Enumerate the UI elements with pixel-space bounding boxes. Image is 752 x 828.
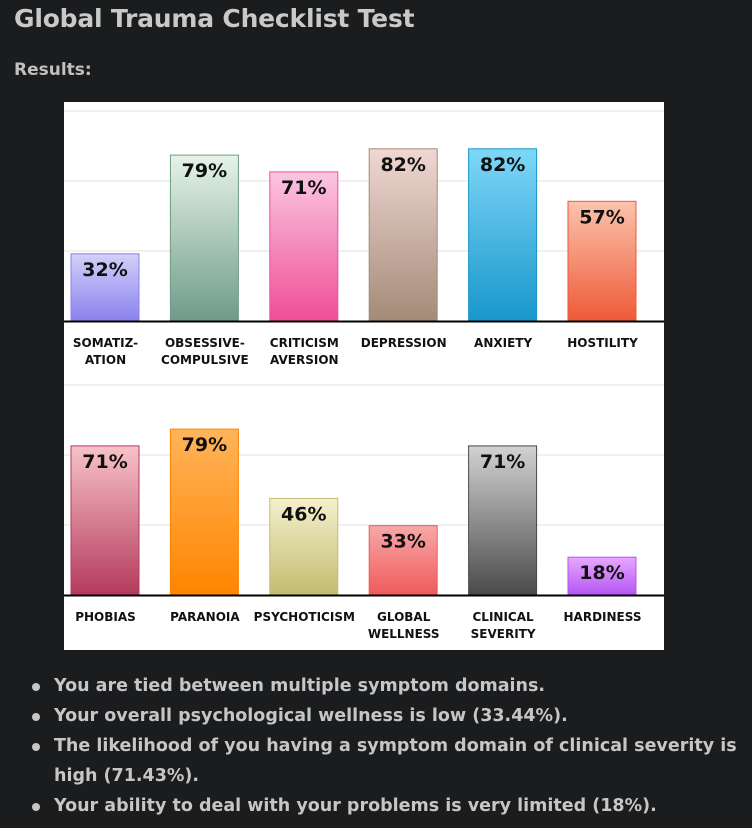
bar-value-label: 33% (380, 531, 425, 553)
bar-value-label: 71% (281, 177, 326, 199)
category-label: AVERSION (270, 353, 339, 367)
bar (169, 154, 239, 322)
results-bar-charts: 32% SOMATIZ- ATION 79% OBSESSIVE- COMPULSIVE 7… (64, 110, 664, 641)
category-label: SEVERITY (471, 627, 536, 641)
bar-value-label: 71% (480, 451, 525, 473)
results-summary-list: You are tied between multiple symptom do… (30, 672, 742, 822)
bar-value-label: 46% (281, 503, 326, 525)
category-label: COMPULSIVE (161, 353, 249, 367)
results-chart-panel: 32% SOMATIZ- ATION 79% OBSESSIVE- COMPULSIVE 7… (64, 102, 664, 650)
category-label: ATION (85, 353, 126, 367)
summary-item: The likelihood of you having a symptom d… (30, 732, 742, 791)
summary-item: Your ability to deal with your problems … (30, 792, 742, 822)
bar (368, 525, 438, 596)
bar-value-label: 79% (182, 434, 227, 456)
bar (368, 148, 438, 322)
category-label: WELLNESS (368, 627, 440, 641)
category-label: GLOBAL (377, 610, 431, 624)
category-label: PHOBIAS (75, 610, 136, 624)
bar (468, 445, 538, 596)
bar-value-label: 71% (82, 451, 127, 473)
bar (269, 171, 339, 322)
category-label: SOMATIZ- (73, 336, 138, 350)
bar-value-label: 18% (579, 562, 624, 584)
bar-value-label: 82% (380, 154, 425, 176)
bar-value-label: 82% (480, 154, 525, 176)
summary-item: You are tied between multiple symptom do… (30, 672, 742, 702)
bar (70, 445, 140, 596)
results-label: Results: (14, 60, 92, 80)
category-label: CRITICISM (270, 336, 339, 350)
bar (567, 556, 637, 596)
category-label: DEPRESSION (361, 336, 447, 350)
bar-value-label: 57% (579, 206, 624, 228)
bar (70, 253, 140, 322)
category-label: ANXIETY (474, 336, 532, 350)
summary-item: Your overall psychological wellness is l… (30, 702, 742, 732)
category-label: OBSESSIVE- (165, 336, 245, 350)
chart-2: 71% PHOBIAS 79% PARANOIA 46% PSYCHOTICISM 33% G… (64, 384, 664, 641)
chart-1: 32% SOMATIZ- ATION 79% OBSESSIVE- COMPULSIVE 7… (64, 110, 664, 367)
category-label: HOSTILITY (567, 336, 638, 350)
category-label: PARANOIA (170, 610, 240, 624)
category-label: PSYCHOTICISM (254, 610, 355, 624)
bar-value-label: 32% (82, 259, 127, 281)
bar-value-label: 79% (182, 160, 227, 182)
bar (169, 428, 239, 596)
category-label: CLINICAL (473, 610, 535, 624)
page-title: Global Trauma Checklist Test (14, 4, 415, 33)
category-label: HARDINESS (564, 610, 642, 624)
